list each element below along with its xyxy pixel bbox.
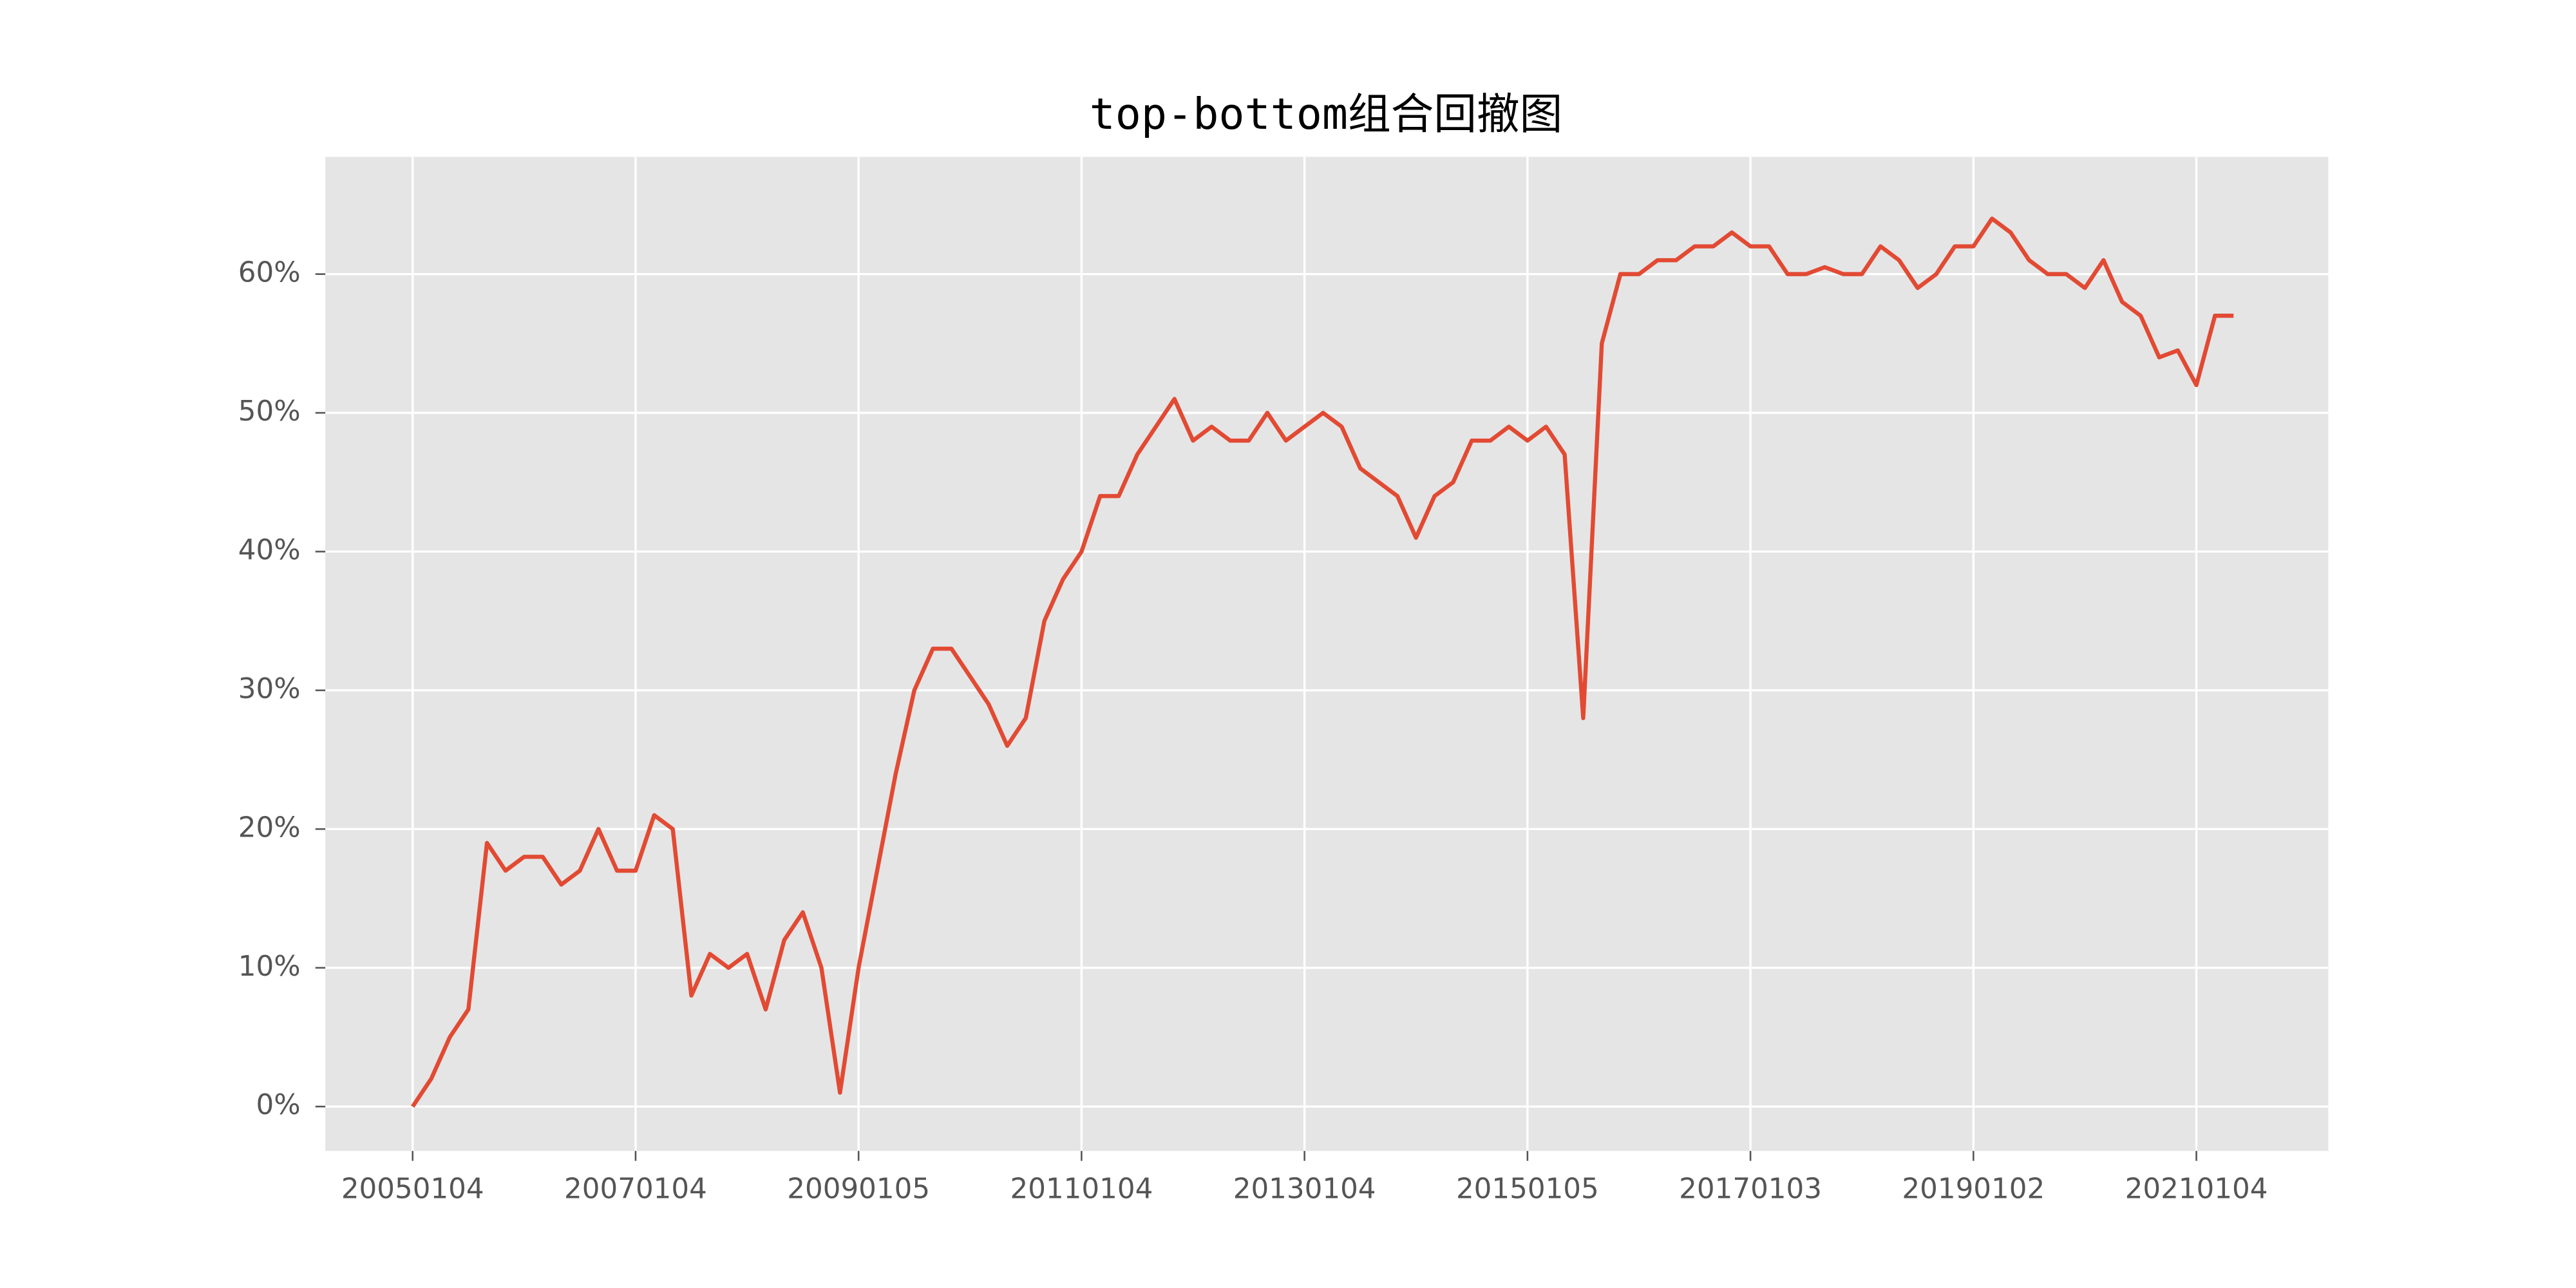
x-tick-label: 20070104 (564, 1173, 707, 1206)
x-tick-label: 20050104 (341, 1173, 484, 1206)
x-tick-label: 20110104 (1010, 1173, 1153, 1206)
x-tick-label: 20170103 (1679, 1173, 1822, 1206)
y-tick-label: 50% (238, 395, 301, 428)
y-tick-label: 40% (238, 535, 301, 567)
plot-area (325, 156, 2329, 1151)
y-tick-label: 20% (238, 811, 301, 844)
y-tick-label: 30% (238, 673, 301, 705)
x-tick-label: 20190102 (1902, 1173, 2045, 1206)
x-tick-label: 20090105 (787, 1173, 930, 1206)
line (411, 216, 2234, 1108)
x-tick-label: 20150105 (1456, 1173, 1599, 1206)
y-tick-label: 0% (256, 1089, 301, 1121)
y-tick-label: 10% (238, 951, 301, 983)
x-tick-label: 20210104 (2125, 1173, 2268, 1206)
chart-title: top-bottom组合回撤图 (1090, 89, 1563, 139)
y-tick-label: 60% (238, 257, 301, 289)
x-tick-label: 20130104 (1233, 1173, 1376, 1206)
